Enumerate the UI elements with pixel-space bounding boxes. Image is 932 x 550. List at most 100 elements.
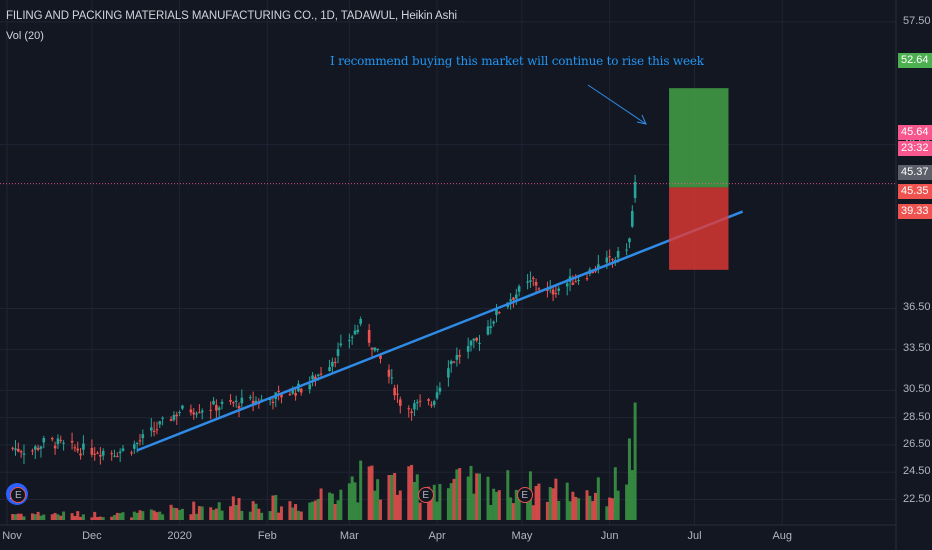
time-tick-label: 2020 [167,530,192,542]
candle-body [608,256,611,258]
candle-body [435,392,439,399]
volume-bar [299,511,303,520]
candle-body [62,442,65,444]
volume-bar [390,474,394,520]
volume-bar [565,482,569,520]
candle-body [200,410,204,413]
earnings-event-icon[interactable]: E [10,487,27,503]
candle-body [616,250,620,258]
candle-body [333,361,337,363]
candle-body [331,361,334,367]
volume-bar [330,493,334,520]
volume-bar [526,502,530,520]
candle-body [339,343,343,346]
candle-body [376,348,379,351]
candle-body [277,391,280,393]
volume-bar [271,495,275,520]
volume-bar [220,510,224,520]
price-tick-label: 30.50 [903,383,931,396]
volume-bar [353,482,357,520]
price-badge-last: 45.64 [898,125,932,140]
volume-bar [311,501,315,520]
candle-body [577,280,580,282]
symbol-title[interactable]: FILING AND PACKING MATERIALS MANUFACTURI… [6,10,457,22]
volume-bar [22,516,26,520]
volume-bar [96,516,100,520]
volume-bar [59,515,63,520]
volume-bar [135,512,139,520]
volume-bar [336,500,340,520]
volume-bar [531,505,535,520]
volume-bar [175,508,179,520]
volume-bar [115,512,119,520]
earnings-event-icon[interactable]: E [516,487,533,503]
chart-grid [0,0,897,550]
volume-bar [489,504,493,520]
earnings-event-icon[interactable]: E [417,487,434,503]
volume-indicator-label[interactable]: Vol (20) [6,30,44,42]
volume-bar [548,487,552,520]
volume-bar [73,515,77,520]
time-tick-label: Jun [600,530,619,542]
volume-bar [169,504,173,520]
price-tick-label: 28.50 [903,410,931,423]
volume-bar [161,514,165,520]
annotation-arrow [587,84,647,125]
volume-bar [511,503,515,520]
candle-body [90,447,94,455]
candle-body [571,282,575,285]
volume-bar [172,507,176,520]
volume-bar [610,498,614,520]
volume-bar [376,479,380,520]
volume-bar [53,512,57,520]
volume-bar [149,509,153,520]
volume-bar [229,506,233,520]
time-tick-label: Nov [2,530,22,542]
candle-body [155,429,159,431]
volume-bar [452,478,456,520]
volume-bar [192,501,196,520]
profit-zone [669,88,729,188]
volume-bar [237,497,241,520]
candle-body [189,409,193,413]
candle-body [158,421,162,425]
volume-bar [458,468,462,520]
candle-body [116,456,119,458]
volume-bar [350,476,354,520]
volume-bar [19,513,23,520]
price-badge-entry2: 45.35 [898,184,932,199]
candle-body [472,338,476,341]
candle-body [531,277,535,279]
volume-bar [492,488,496,520]
volume-bar [537,483,541,520]
candle-body [557,288,561,291]
candle-body [138,440,142,442]
volume-bar [395,494,399,520]
candle-body [135,442,139,444]
time-tick-label: Apr [428,530,446,542]
volume-bar [189,514,193,520]
annotation-text[interactable]: I recommend buying this market will cont… [330,54,704,68]
candle-body [359,318,362,324]
volume-bar [288,501,292,520]
volume-bar [93,511,97,520]
candle-body [152,430,156,432]
candle-body [492,321,495,324]
volume-bar [378,499,382,520]
volume-bar [121,512,125,520]
volume-bar [429,494,433,520]
volume-bar [387,475,391,520]
volume-bar [435,501,439,520]
candle-body [271,401,275,403]
volume-bar [359,460,363,520]
candle-body [237,405,241,409]
price-tick-label: 26.50 [903,437,931,450]
candle-body [14,448,17,451]
volume-bar [407,466,411,520]
time-tick-label: Aug [772,530,793,542]
volume-bar [613,467,617,520]
candle-body [280,394,283,398]
price-badge-countdown: 23:32 [898,141,932,156]
volume-bar [475,473,479,520]
